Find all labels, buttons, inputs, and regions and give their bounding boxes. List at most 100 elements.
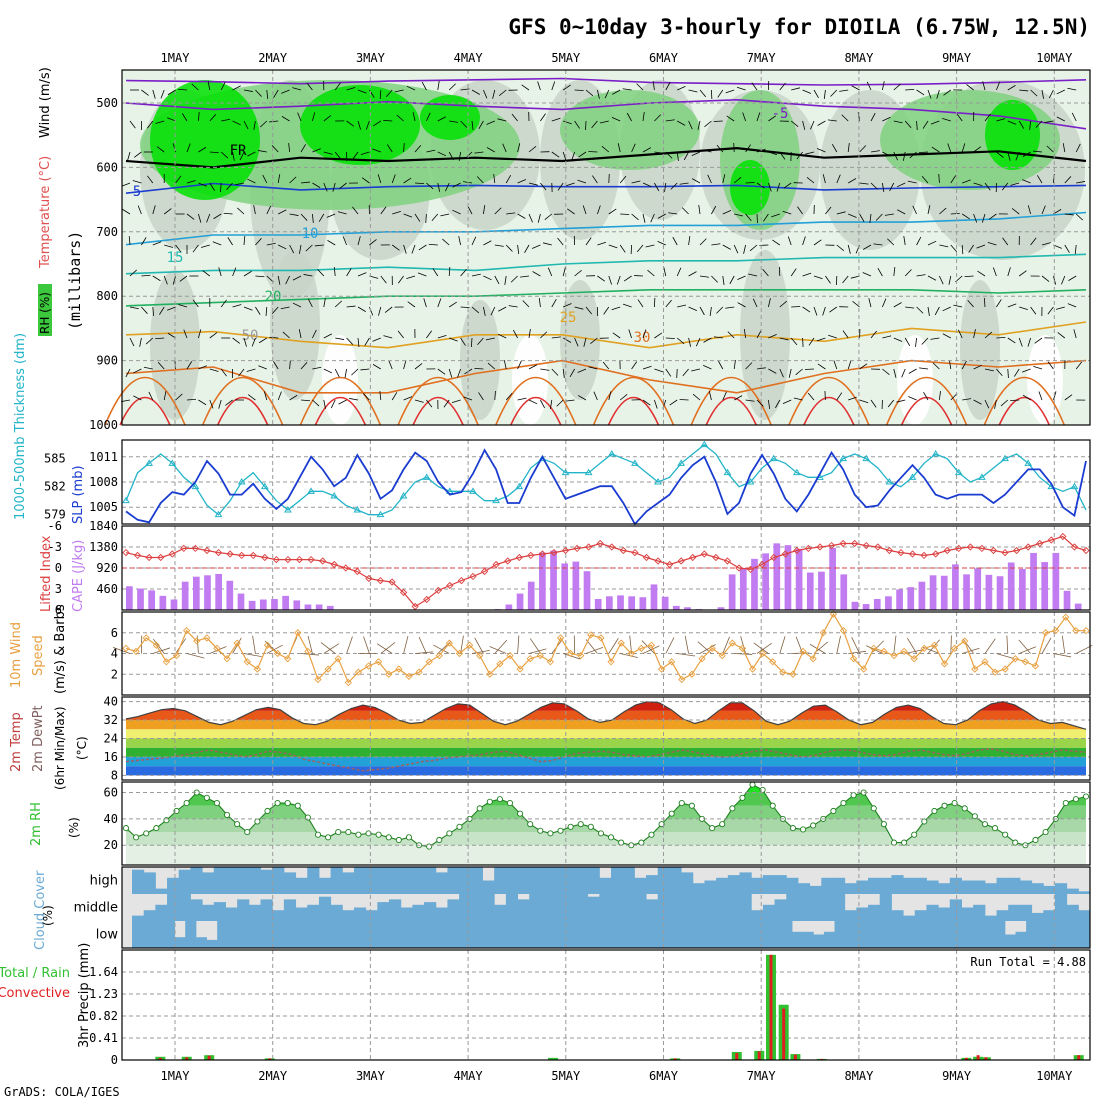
cloud-cell [696, 921, 707, 948]
rh-marker [224, 812, 229, 817]
cloud-cell [132, 921, 143, 948]
precip-convective-bar [794, 1055, 797, 1060]
temperature-tick: 32 [104, 713, 118, 727]
cape-bar [852, 602, 859, 610]
cloud-cell [775, 875, 787, 894]
cloud-cell [821, 878, 833, 894]
cloud-cell [1078, 910, 1090, 921]
rh-marker [386, 835, 391, 840]
cloud-cell [728, 894, 740, 921]
cloud-cell [228, 921, 239, 948]
cloud-cell [558, 921, 569, 948]
cloud-cell [412, 905, 424, 921]
cloud-cell [319, 897, 331, 921]
rh-marker [315, 832, 320, 837]
cloud-cell [366, 910, 378, 921]
lifted-tick: 0 [55, 561, 62, 575]
cloud-cell [398, 921, 409, 948]
isotherm-label: 5 [133, 184, 141, 200]
cape-bar [628, 596, 635, 610]
cloud-cell [930, 921, 941, 948]
cape-bar [952, 564, 959, 610]
precip-convective-bar [758, 1051, 761, 1060]
rh-region [270, 250, 320, 400]
isotherm-label: FR [230, 143, 247, 159]
cloud-cell [1015, 932, 1026, 948]
precip-convective-bar [769, 955, 772, 1060]
cloud-cell [915, 910, 927, 921]
cape-tick: 460 [96, 582, 118, 596]
rh-marker [871, 806, 876, 811]
day-label-bottom: 4MAY [454, 1069, 484, 1083]
isotherm-label: 30 [634, 330, 651, 346]
rh-marker [1033, 837, 1038, 842]
cape-bar [1064, 591, 1071, 610]
cloud-cell [185, 921, 196, 948]
cloud-cell [281, 921, 292, 948]
cloud-cell [704, 894, 716, 921]
rh-marker [912, 832, 917, 837]
cloud-cell [296, 878, 308, 894]
cloud-cell [179, 870, 191, 894]
cloud-cell [506, 867, 518, 894]
cloud-cell [845, 921, 856, 948]
cloud-cell [144, 910, 156, 921]
temperature-tick: 24 [104, 732, 118, 746]
day-label-top: 7MAY [747, 51, 777, 65]
cape-bar [963, 574, 970, 610]
cape-tick: 1840 [89, 519, 118, 533]
rh-tick: 60 [104, 786, 118, 800]
cloud-cell [207, 940, 218, 948]
cloud-level-label: middle [74, 901, 118, 916]
cloud-cell [409, 921, 420, 948]
cloud-cell [494, 905, 506, 921]
cloud-cell [292, 921, 303, 948]
cloud-cell [856, 921, 867, 948]
cloud-cell [856, 908, 868, 922]
cloud-cell [342, 872, 354, 894]
rh-marker [568, 824, 573, 829]
cloud-cell [164, 921, 175, 948]
cloud-cell [447, 899, 459, 921]
wind-axis-label: Wind (m/s) [38, 67, 53, 138]
cape-bar [930, 575, 937, 610]
cloud-cell [868, 878, 880, 894]
lifted-index-axis-label: Lifted Index [39, 535, 54, 612]
cloud-cell [786, 878, 798, 894]
cape-bar [662, 597, 669, 610]
cloud-cell [471, 894, 483, 921]
cape-bar [1041, 562, 1048, 610]
cloud-cell [952, 921, 963, 948]
cloud-cell [803, 932, 814, 948]
rh-region [420, 95, 480, 140]
rh-marker [669, 811, 674, 816]
cloud-cell [994, 921, 1005, 948]
cloud-cell [217, 921, 228, 948]
cloud-cell [704, 881, 716, 895]
cape-bar [818, 572, 825, 610]
cloud-cell [985, 916, 997, 921]
cloud-cell [810, 894, 822, 921]
cloud-cell [973, 905, 985, 921]
cloud-cell [494, 921, 505, 948]
cloud-cell [412, 867, 424, 894]
cloud-cell [238, 921, 249, 948]
cloud-cell [342, 910, 354, 921]
rh-marker [851, 793, 856, 798]
rh-marker [457, 824, 462, 829]
cloud-cell [622, 921, 633, 948]
rh-marker [831, 808, 836, 813]
slp-tick: 1005 [89, 500, 118, 514]
cloud-cell [632, 921, 643, 948]
precip-tick: 0 [111, 1053, 118, 1067]
precip-convective-bar [208, 1056, 211, 1060]
rh-marker [932, 808, 937, 813]
cloud-cell [307, 905, 319, 921]
cape-bar [305, 605, 312, 610]
cloud-cell [1043, 910, 1055, 921]
day-label-top: 2MAY [258, 51, 288, 65]
temp2m-axis-label: 2m Temp [9, 712, 24, 772]
cloud-cell [401, 908, 413, 922]
cloud-cell [716, 894, 728, 921]
cloud-cell [634, 878, 646, 894]
